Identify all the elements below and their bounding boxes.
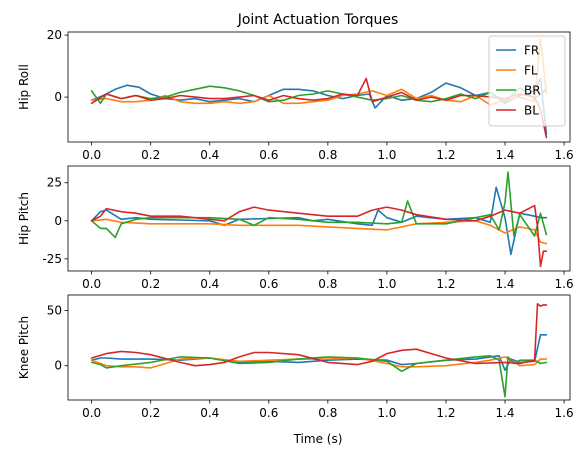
x-tick-label: 0.2 — [141, 277, 160, 291]
series-group — [90, 303, 548, 398]
series-line-bl — [90, 204, 548, 268]
x-tick-label: 0.4 — [200, 148, 219, 162]
x-tick-label: 1.4 — [495, 406, 514, 420]
x-tick-label: 0.8 — [318, 148, 337, 162]
x-tick-label: 0.8 — [318, 406, 337, 420]
plot-frame — [67, 294, 571, 401]
series-line-bl — [90, 303, 548, 367]
legend-label-bl: BL — [524, 104, 539, 118]
x-tick-label: 1.6 — [555, 148, 574, 162]
subplot-3: 0.0 0.2 0.4 0.6 0.8 1.0 1.2 1.4 1.6 0 50 Knee Pitch — [17, 294, 574, 420]
x-tick-label: 0.4 — [200, 277, 219, 291]
legend: FR FL BR BL — [488, 35, 566, 127]
x-tick-label: 1.4 — [495, 148, 514, 162]
y-tick-label: 25 — [47, 176, 62, 190]
series-line-br — [90, 171, 548, 239]
legend-label-fl: FL — [524, 64, 538, 78]
x-tick-label: 1.0 — [377, 406, 396, 420]
series-line-fr — [90, 186, 548, 256]
x-tick-label: 0.2 — [141, 406, 160, 420]
x-tick-label: 1.2 — [436, 148, 455, 162]
x-tick-label: 0.4 — [200, 406, 219, 420]
x-tick-label: 1.6 — [555, 406, 574, 420]
x-tick-label: 0.2 — [141, 148, 160, 162]
y-tick-label: 0 — [54, 90, 62, 104]
x-axis-label: Time (s) — [293, 432, 343, 446]
subplots: 0.0 0.2 0.4 0.6 0.8 1.0 1.2 1.4 1.6 0 20 Hip Roll FR… — [17, 28, 574, 420]
x-tick-label: 1.0 — [377, 148, 396, 162]
chart-title: Joint Actuation Torques — [237, 12, 399, 28]
subplot-1: 0.0 0.2 0.4 0.6 0.8 1.0 1.2 1.4 1.6 0 20 Hip Roll FR… — [17, 28, 574, 162]
y-tick-label: 0 — [54, 214, 62, 228]
y-tick-label: 0 — [54, 359, 62, 373]
x-tick-label: 1.0 — [377, 277, 396, 291]
plot-frame — [67, 165, 571, 272]
x-tick-label: 0.0 — [82, 148, 101, 162]
legend-box — [488, 35, 566, 127]
series-line-fl — [90, 218, 548, 245]
subplot-2: 0.0 0.2 0.4 0.6 0.8 1.0 1.2 1.4 1.6 -25 0 25 Hip Pit… — [17, 165, 574, 291]
series-line-br — [90, 85, 548, 105]
y-tick-label: 20 — [47, 28, 62, 42]
y-axis-label: Hip Pitch — [17, 192, 31, 245]
plot-frame — [67, 31, 571, 143]
legend-label-fr: FR — [524, 44, 539, 58]
x-tick-label: 0.0 — [82, 277, 101, 291]
series-line-bl — [90, 77, 548, 139]
x-tick-label: 1.4 — [495, 277, 514, 291]
x-tick-label: 0.6 — [259, 148, 278, 162]
x-tick-label: 0.8 — [318, 277, 337, 291]
x-tick-label: 0.6 — [259, 277, 278, 291]
series-group — [90, 37, 548, 139]
y-axis-label: Knee Pitch — [17, 316, 31, 379]
legend-label-br: BR — [524, 84, 541, 98]
series-line-fr — [90, 77, 548, 136]
x-tick-label: 1.2 — [436, 406, 455, 420]
x-tick-label: 1.2 — [436, 277, 455, 291]
y-tick-label: 50 — [47, 303, 62, 317]
y-tick-label: -25 — [42, 252, 62, 266]
series-group — [90, 171, 548, 268]
y-axis-label: Hip Roll — [17, 64, 31, 110]
x-tick-label: 0.0 — [82, 406, 101, 420]
x-tick-label: 1.6 — [555, 277, 574, 291]
x-tick-label: 0.6 — [259, 406, 278, 420]
